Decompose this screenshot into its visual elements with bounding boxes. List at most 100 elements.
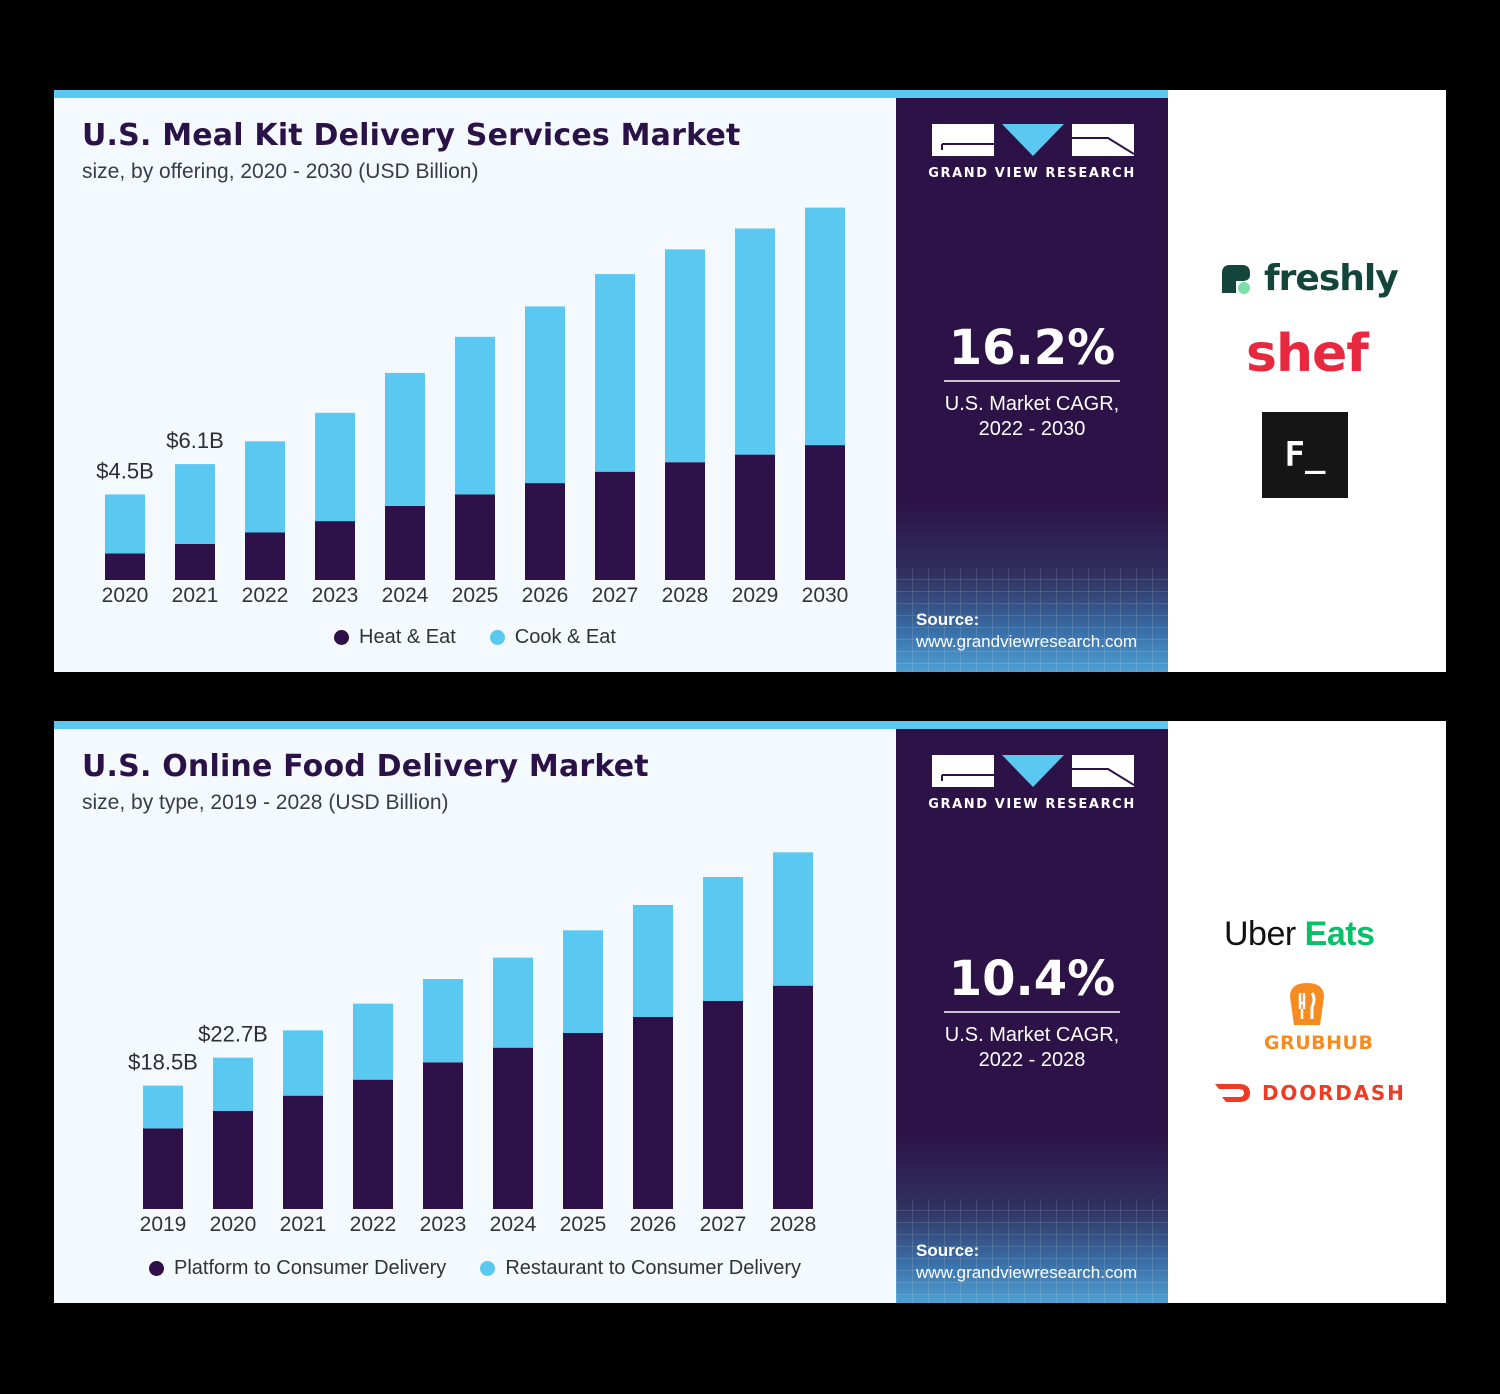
chart-area: U.S. Meal Kit Delivery Services Market s… (54, 90, 896, 672)
bar-dark-2023 (423, 1062, 463, 1209)
legend-item-cook-eat: Cook & Eat (489, 626, 616, 649)
cagr-divider (944, 1011, 1120, 1013)
cagr-value: 16.2% (948, 320, 1116, 376)
x-tick-label: 2020 (210, 1213, 257, 1236)
brand-logos: freshly shef F_ (1168, 90, 1446, 672)
brand-logos: Uber Eats GRUBHUB DOORDASH (1168, 721, 1446, 1303)
x-tick-label: 2025 (560, 1213, 607, 1236)
legend-label: Platform to Consumer Delivery (174, 1257, 447, 1279)
decorative-grid (896, 1199, 1168, 1303)
cagr-divider (944, 380, 1120, 382)
bar-dark-2020 (213, 1111, 253, 1209)
bar-light-2025 (455, 336, 495, 495)
x-tick-label: 2019 (140, 1213, 187, 1236)
data-label: $6.1B (166, 428, 224, 453)
legend-item-heat-eat: Heat & Eat (334, 626, 456, 649)
bar-dark-2026 (525, 483, 565, 580)
bar-light-2022 (245, 441, 285, 533)
x-tick-label: 2023 (312, 584, 359, 607)
chart-area: U.S. Online Food Delivery Market size, b… (54, 721, 896, 1303)
legend-item-platform: Platform to Consumer Delivery (149, 1257, 446, 1280)
cagr-sidebar: GRAND VIEW RESEARCH 10.4% U.S. Market CA… (896, 729, 1168, 1303)
bar-light-2028 (665, 249, 705, 463)
freshly-logo: freshly (1220, 258, 1399, 299)
bar-dark-2021 (283, 1095, 323, 1209)
bar-light-2020 (105, 494, 145, 554)
uber-wordmark: Uber (1224, 915, 1296, 953)
x-tick-label: 2025 (452, 584, 499, 607)
legend-swatch-light (480, 1261, 496, 1276)
legend-label: Cook & Eat (514, 626, 616, 648)
grand-view-research-logo-icon (932, 124, 1134, 156)
bar-light-2026 (525, 306, 565, 484)
accent-bar (54, 721, 1168, 729)
chart-legend: Heat & Eat Cook & Eat (54, 626, 896, 649)
bar-light-2028 (773, 852, 813, 986)
bar-light-2021 (283, 1030, 323, 1096)
bar-dark-2023 (315, 521, 355, 580)
bar-dark-2024 (385, 505, 425, 580)
cagr-label: U.S. Market CAGR, 2022 - 2028 (896, 1023, 1168, 1073)
data-label: $18.5B (128, 1050, 198, 1075)
x-tick-label: 2021 (280, 1213, 327, 1236)
f-box-logo: F_ (1262, 412, 1348, 498)
bar-light-2023 (423, 979, 463, 1063)
doordash-logo: DOORDASH (1214, 1081, 1406, 1105)
x-tick-label: 2020 (102, 584, 149, 607)
doordash-mark-icon (1215, 1084, 1250, 1102)
brand-name: GRAND VIEW RESEARCH (928, 797, 1136, 812)
x-tick-label: 2026 (522, 584, 569, 607)
legend-label: Restaurant to Consumer Delivery (505, 1257, 801, 1279)
cagr-sidebar: GRAND VIEW RESEARCH 16.2% U.S. Market CA… (896, 98, 1168, 672)
source-label: Source: (916, 610, 980, 629)
x-tick-label: 2023 (420, 1213, 467, 1236)
bar-dark-2025 (563, 1033, 603, 1209)
bar-dark-2028 (665, 462, 705, 580)
doordash-wordmark: DOORDASH (1262, 1081, 1406, 1105)
online-food-bar-chart: 2019 $18.5B 2020 $22.7B 2021 2022 2023 2024 2025… (128, 852, 817, 1236)
bar-light-2019 (143, 1085, 183, 1129)
bar-light-2027 (595, 274, 635, 472)
x-tick-label: 2027 (700, 1213, 747, 1236)
source-label: Source: (916, 1241, 980, 1260)
x-tick-label: 2021 (172, 584, 219, 607)
bar-dark-2025 (455, 494, 495, 580)
bar-dark-2026 (633, 1017, 673, 1209)
grubhub-wordmark: GRUBHUB (1264, 1032, 1374, 1054)
bar-light-2021 (175, 464, 215, 544)
x-tick-label: 2026 (630, 1213, 677, 1236)
bar-dark-2029 (735, 454, 775, 580)
freshly-wordmark: freshly (1264, 258, 1399, 299)
x-tick-label: 2029 (732, 584, 779, 607)
x-tick-label: 2022 (242, 584, 289, 607)
cagr-value: 10.4% (948, 951, 1116, 1007)
bar-light-2022 (353, 1003, 393, 1080)
bar-dark-2030 (805, 445, 845, 580)
chart-legend: Platform to Consumer Delivery Restaurant… (54, 1257, 896, 1280)
x-tick-label: 2028 (770, 1213, 817, 1236)
bar-dark-2022 (353, 1079, 393, 1209)
cagr-label: U.S. Market CAGR, 2022 - 2030 (896, 392, 1168, 442)
chart-subtitle: size, by type, 2019 - 2028 (USD Billion) (82, 791, 449, 814)
meal-kit-panel: U.S. Meal Kit Delivery Services Market s… (54, 90, 1446, 672)
legend-label: Heat & Eat (359, 626, 456, 648)
cagr-label-line2: 2022 - 2028 (978, 1049, 1086, 1071)
bar-dark-2024 (493, 1047, 533, 1209)
x-tick-label: 2024 (490, 1213, 537, 1236)
bar-dark-2021 (175, 543, 215, 580)
cagr-label-line2: 2022 - 2030 (978, 418, 1086, 440)
legend-swatch-dark (334, 630, 350, 645)
uber-eats-logo: Uber Eats (1224, 915, 1375, 954)
grubhub-logo: GRUBHUB (1264, 979, 1374, 1054)
bar-dark-2022 (245, 532, 285, 580)
freshly-mark-icon (1222, 264, 1250, 294)
cagr-label-line1: U.S. Market CAGR, (944, 1024, 1120, 1046)
grand-view-research-logo-icon (932, 755, 1134, 787)
bar-dark-2028 (773, 985, 813, 1209)
x-tick-label: 2022 (350, 1213, 397, 1236)
bar-light-2025 (563, 930, 603, 1033)
shef-logo: shef (1246, 324, 1369, 384)
source-url: www.grandviewresearch.com (916, 1263, 1138, 1282)
grubhub-mark-icon (1290, 983, 1324, 1025)
source-url: www.grandviewresearch.com (916, 632, 1138, 651)
